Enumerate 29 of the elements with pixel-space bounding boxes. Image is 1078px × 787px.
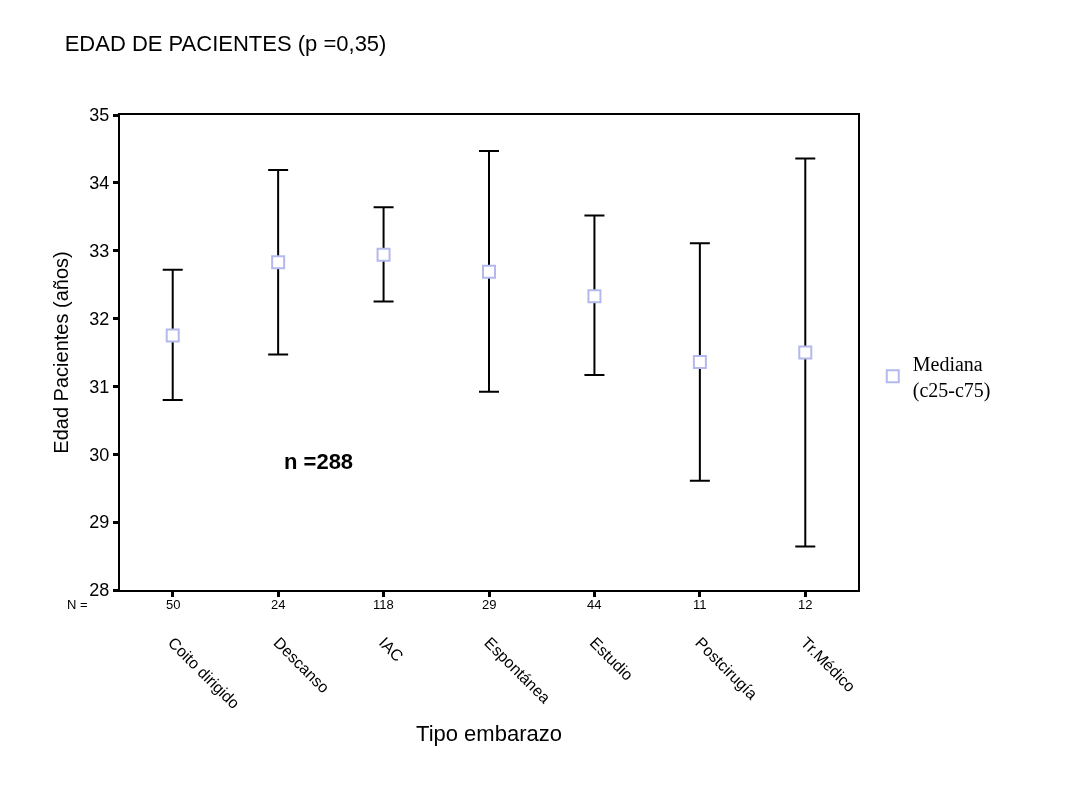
y-tick-label: 32	[89, 308, 110, 329]
x-tick-label: IAC	[375, 633, 407, 665]
text: 11	[693, 597, 707, 612]
point	[482, 264, 496, 279]
point	[376, 247, 391, 262]
point	[798, 345, 813, 360]
point	[692, 355, 707, 369]
y-tick-label: 29	[89, 512, 110, 533]
point	[587, 289, 602, 304]
annotation: n =288	[284, 449, 354, 474]
point	[271, 255, 286, 270]
text: N =	[67, 597, 88, 612]
point	[165, 328, 180, 343]
y-tick-label: 28	[89, 580, 110, 601]
text: 29	[482, 597, 497, 612]
y-tick-label: 33	[89, 241, 110, 262]
text: 44	[587, 597, 602, 612]
y-tick-label: 34	[89, 173, 110, 194]
y-tick-label: 35	[89, 105, 110, 126]
text: 118	[373, 597, 394, 612]
y-tick-label: 30	[89, 444, 110, 465]
text: 50	[166, 597, 181, 612]
text: 24	[271, 597, 286, 612]
legend-label: Mediana (c25-c75)	[912, 353, 991, 403]
y-axis-title: Edad Pacientes (años)	[50, 251, 73, 454]
text: 12	[798, 597, 813, 612]
y-tick-label: 31	[89, 376, 110, 397]
chart-title: EDAD DE PACIENTES (p =0,35)	[64, 30, 387, 56]
x-axis-title: Tipo embarazo	[416, 721, 562, 747]
